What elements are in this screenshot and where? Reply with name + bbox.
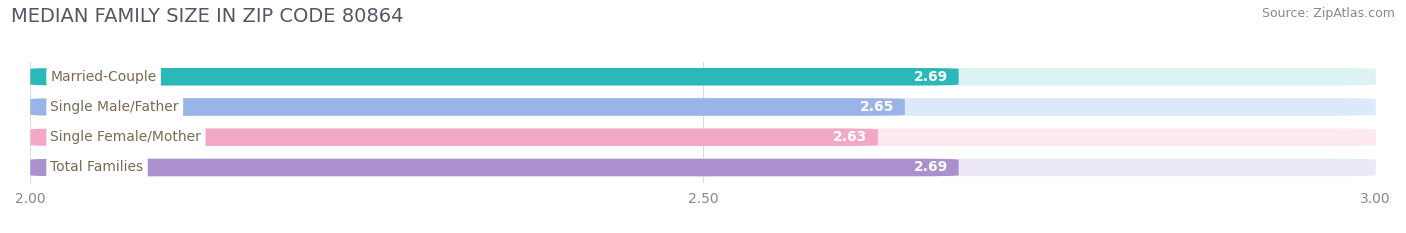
FancyBboxPatch shape: [31, 98, 1375, 116]
Text: 2.65: 2.65: [859, 100, 894, 114]
Text: Married-Couple: Married-Couple: [51, 70, 156, 84]
FancyBboxPatch shape: [31, 159, 1375, 176]
Text: Total Families: Total Families: [51, 161, 143, 175]
Text: Source: ZipAtlas.com: Source: ZipAtlas.com: [1261, 7, 1395, 20]
FancyBboxPatch shape: [31, 159, 959, 176]
Text: MEDIAN FAMILY SIZE IN ZIP CODE 80864: MEDIAN FAMILY SIZE IN ZIP CODE 80864: [11, 7, 404, 26]
Text: 2.69: 2.69: [914, 70, 948, 84]
Text: Single Male/Father: Single Male/Father: [51, 100, 179, 114]
FancyBboxPatch shape: [31, 68, 1375, 86]
Text: Single Female/Mother: Single Female/Mother: [51, 130, 201, 144]
FancyBboxPatch shape: [31, 128, 1375, 146]
Text: 2.63: 2.63: [832, 130, 868, 144]
FancyBboxPatch shape: [31, 98, 905, 116]
FancyBboxPatch shape: [31, 128, 877, 146]
Text: 2.69: 2.69: [914, 161, 948, 175]
FancyBboxPatch shape: [31, 68, 959, 86]
